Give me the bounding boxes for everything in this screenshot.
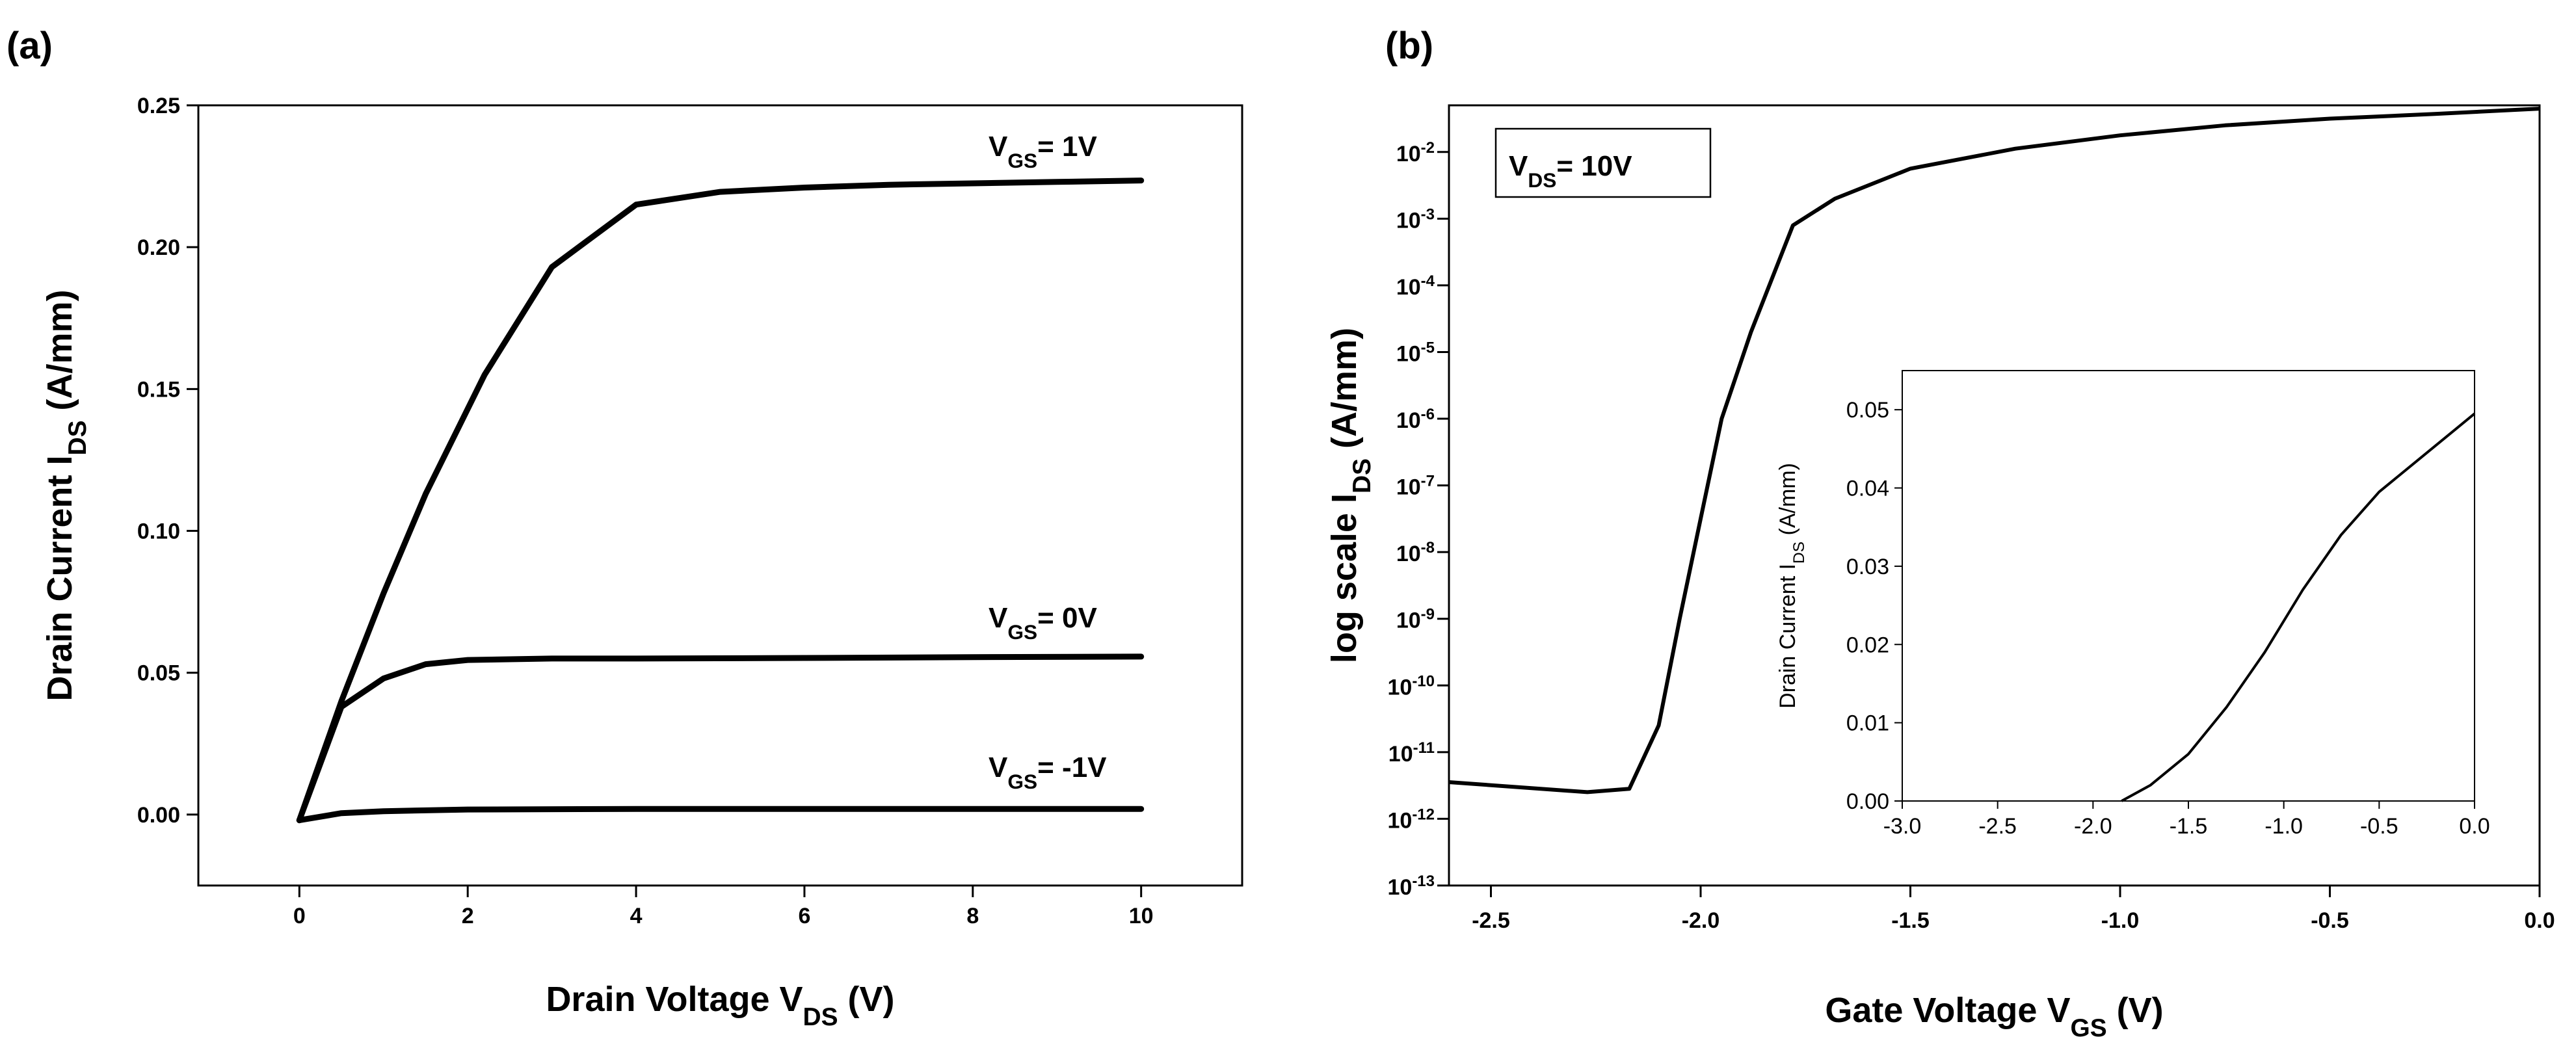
x-tick-label: -2.0 xyxy=(1682,908,1720,933)
y-tick-label: 10-4 xyxy=(1396,272,1435,300)
y-tick-label: 0.15 xyxy=(137,377,180,402)
y-tick-label: 0.25 xyxy=(137,94,180,118)
y-axis-label: Drain Current IDS (A/mm) xyxy=(40,289,92,701)
x-tick-label: 0 xyxy=(293,904,306,928)
annotation-label: VDS= 10V xyxy=(1509,150,1632,192)
series-label: VGS= 1V xyxy=(989,131,1098,172)
y-tick-label: 10-11 xyxy=(1388,739,1435,767)
series-line xyxy=(296,806,1145,824)
inset-y-tick-label: 0.01 xyxy=(1846,711,1889,736)
series-line xyxy=(296,653,1145,824)
y-tick-label: 0.20 xyxy=(137,235,180,260)
inset-y-tick-label: 0.05 xyxy=(1846,398,1889,423)
x-axis-label: Gate Voltage VGS (V) xyxy=(1825,991,2163,1042)
inset: -3.0 -2.5 -2.0 -1.5 -1.0 -0.5 0.0 0.00 0.01 0.02 0… xyxy=(1775,370,2490,839)
y-tick-label: 0.00 xyxy=(137,803,180,828)
panel-a-frame xyxy=(197,104,1243,887)
series-line xyxy=(296,177,1145,824)
inset-x-tick-label: -2.0 xyxy=(2074,814,2112,839)
inset-y-axis-label: Drain Current IDS (A/mm) xyxy=(1775,463,1808,709)
x-tick-label: 10 xyxy=(1129,904,1154,928)
inset-series-line xyxy=(2121,412,2476,802)
inset-y-tick-label: 0.03 xyxy=(1846,555,1889,579)
y-tick-label: 0.05 xyxy=(137,661,180,686)
x-tick-label: 8 xyxy=(966,904,979,928)
inset-y-tick-label: 0.02 xyxy=(1846,633,1889,657)
y-tick-label: 10-13 xyxy=(1387,873,1435,900)
series-line xyxy=(1448,107,2540,794)
inset-y-tick-label: 0.00 xyxy=(1846,789,1889,814)
inset-x-tick-label: -1.5 xyxy=(2170,814,2208,839)
x-tick-label: 2 xyxy=(462,904,474,928)
inset-x-tick-label: -3.0 xyxy=(1883,814,1922,839)
panel-b-frame xyxy=(1448,104,2541,887)
x-tick-label: -2.5 xyxy=(1472,908,1510,933)
x-tick-label: 0.0 xyxy=(2524,908,2555,933)
series-label: VGS= -1V xyxy=(989,752,1107,793)
x-tick-label: -1.0 xyxy=(2101,908,2140,933)
series-label: VGS= 0V xyxy=(989,602,1098,644)
y-tick-label: 10-3 xyxy=(1396,205,1435,233)
y-tick-label: 10-5 xyxy=(1396,339,1435,367)
panel-b-label: (b) xyxy=(1385,25,1433,67)
x-tick-label: 4 xyxy=(630,904,643,928)
x-axis-label: Drain Voltage VDS (V) xyxy=(546,980,894,1031)
panel-b: (b) -2.5 -2.0 -1.5 -1.0 -0.5 0.0 10-13 10-12 10-1… xyxy=(1325,25,2555,1042)
y-tick-label: 10-10 xyxy=(1387,672,1435,700)
inset-x-tick-label: -0.5 xyxy=(2360,814,2398,839)
inset-x-tick-label: -1.0 xyxy=(2264,814,2303,839)
y-tick-label: 10-9 xyxy=(1396,605,1435,633)
panel-a-label: (a) xyxy=(7,25,53,67)
panel-a: (a) 0 2 4 6 8 10 0.00 0.05 0.10 0.15 0.20 0.25 Drain … xyxy=(7,25,1243,1031)
y-tick-label: 10-8 xyxy=(1396,539,1435,567)
inset-x-tick-label: -2.5 xyxy=(1978,814,2017,839)
annotation-box xyxy=(1494,127,1712,198)
y-axis-label: log scale IDS (A/mm) xyxy=(1325,328,1376,663)
inset-frame xyxy=(1902,370,2475,802)
y-tick-label: 10-12 xyxy=(1387,806,1435,833)
y-tick-label: 0.10 xyxy=(137,519,180,544)
x-tick-label: -1.5 xyxy=(1891,908,1930,933)
y-tick-label: 10-2 xyxy=(1396,138,1435,166)
x-tick-label: 6 xyxy=(798,904,810,928)
inset-x-tick-label: 0.0 xyxy=(2459,814,2490,839)
x-tick-label: -0.5 xyxy=(2311,908,2349,933)
y-tick-label: 10-6 xyxy=(1396,406,1435,434)
y-tick-label: 10-7 xyxy=(1396,472,1435,500)
inset-y-tick-label: 0.04 xyxy=(1846,477,1889,501)
